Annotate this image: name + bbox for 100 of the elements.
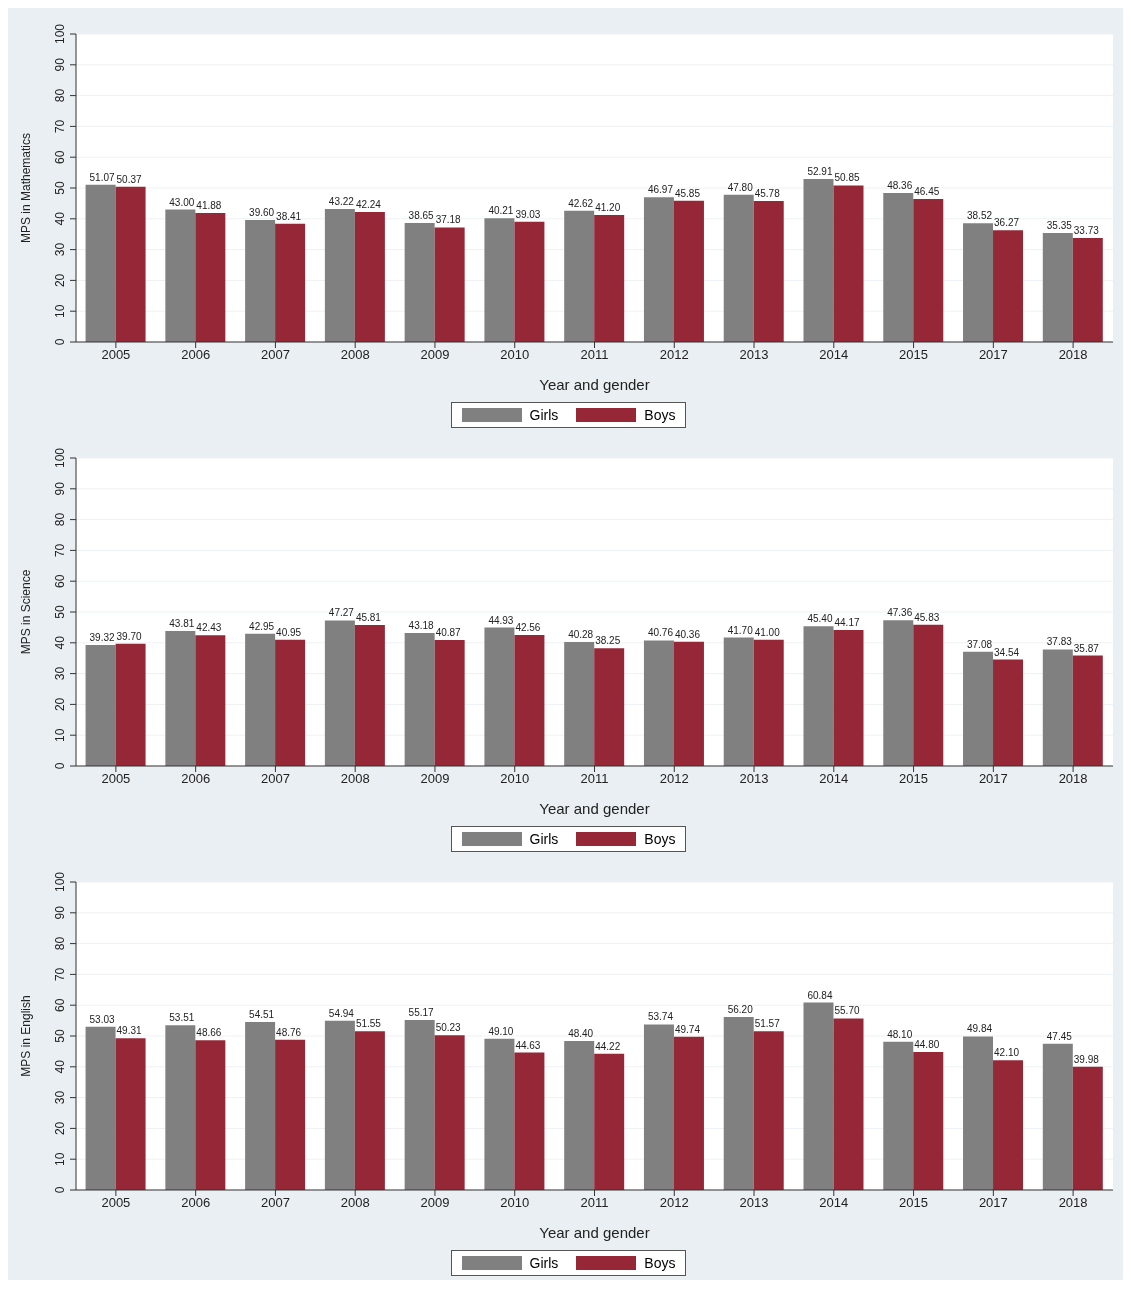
bar xyxy=(324,1020,355,1190)
x-tick-label: 2007 xyxy=(260,771,290,787)
bar xyxy=(883,1041,914,1190)
bar xyxy=(85,184,116,342)
y-tick-label: 20 xyxy=(53,273,67,288)
data-label: 43.18 xyxy=(408,620,435,632)
data-label: 44.63 xyxy=(515,1039,541,1051)
bar xyxy=(484,218,515,342)
data-label: 39.32 xyxy=(89,631,115,643)
data-label: 38.52 xyxy=(967,210,993,222)
data-label: 53.51 xyxy=(169,1012,195,1024)
bar xyxy=(963,223,994,342)
data-label: 39.03 xyxy=(515,208,541,220)
bar xyxy=(673,200,704,342)
bar xyxy=(85,1026,116,1190)
data-label: 49.84 xyxy=(967,1023,993,1035)
y-tick-label: 20 xyxy=(53,697,67,712)
bar xyxy=(594,215,625,342)
y-tick-label: 0 xyxy=(53,1186,67,1194)
bar xyxy=(514,221,545,342)
bar xyxy=(723,194,754,342)
data-label: 60.84 xyxy=(807,989,833,1001)
data-label: 39.70 xyxy=(116,630,143,642)
x-tick-label: 2007 xyxy=(260,347,290,363)
y-tick-label: 40 xyxy=(53,211,67,226)
y-tick-label: 10 xyxy=(53,1152,67,1166)
bar xyxy=(833,1018,864,1190)
x-tick-label: 2007 xyxy=(260,1195,290,1211)
legend-label: Boys xyxy=(644,1255,676,1271)
x-tick-label: 2014 xyxy=(819,1195,849,1211)
data-label: 47.36 xyxy=(887,607,913,619)
x-tick-label: 2010 xyxy=(500,771,530,787)
data-label: 48.40 xyxy=(568,1027,594,1039)
x-tick-label: 2008 xyxy=(340,1195,370,1211)
data-label: 45.83 xyxy=(914,611,940,623)
bar xyxy=(115,1038,146,1190)
data-label: 51.57 xyxy=(754,1018,781,1030)
x-tick-label: 2009 xyxy=(420,347,450,363)
y-tick-label: 50 xyxy=(53,605,67,619)
data-label: 39.60 xyxy=(249,207,275,219)
y-tick-label: 80 xyxy=(53,512,67,527)
bar xyxy=(1042,649,1073,766)
data-label: 44.22 xyxy=(595,1040,621,1052)
data-label: 38.25 xyxy=(595,635,621,647)
data-label: 35.87 xyxy=(1073,642,1100,654)
data-label: 49.74 xyxy=(674,1023,701,1035)
y-tick-label: 70 xyxy=(53,119,67,134)
data-label: 37.83 xyxy=(1046,636,1073,648)
x-tick-label: 2018 xyxy=(1058,347,1088,363)
x-tick-label: 2017 xyxy=(978,771,1008,787)
bar xyxy=(354,1031,385,1190)
bar xyxy=(803,1002,834,1190)
x-tick-label: 2006 xyxy=(181,771,211,787)
bar xyxy=(404,633,435,766)
y-tick-label: 0 xyxy=(53,338,67,346)
data-label: 38.41 xyxy=(276,210,302,222)
data-label: 41.20 xyxy=(595,202,621,214)
data-label: 56.20 xyxy=(727,1003,754,1015)
bar xyxy=(803,179,834,342)
y-tick-label: 100 xyxy=(53,447,67,469)
y-tick-label: 70 xyxy=(53,967,67,982)
y-tick-label: 60 xyxy=(53,574,67,588)
data-label: 50.37 xyxy=(116,173,143,185)
x-tick-label: 2012 xyxy=(659,771,689,787)
y-tick-label: 30 xyxy=(53,1090,67,1105)
bar xyxy=(324,208,355,342)
bar xyxy=(753,1031,784,1190)
data-label: 37.08 xyxy=(967,638,993,650)
bar xyxy=(833,629,864,766)
x-tick-label: 2018 xyxy=(1058,771,1088,787)
legend-label: Boys xyxy=(644,831,676,847)
data-label: 44.93 xyxy=(488,614,514,626)
y-axis-title: MPS in English xyxy=(19,995,34,1077)
x-tick-label: 2005 xyxy=(101,347,131,363)
data-label: 49.10 xyxy=(488,1025,514,1037)
x-axis-title: Year and gender xyxy=(539,376,650,393)
x-tick-label: 2009 xyxy=(420,1195,450,1211)
x-tick-label: 2012 xyxy=(659,1195,689,1211)
data-label: 51.55 xyxy=(355,1018,382,1030)
bar xyxy=(673,1036,704,1190)
bar xyxy=(404,1020,435,1190)
x-tick-label: 2006 xyxy=(181,1195,211,1211)
x-tick-label: 2005 xyxy=(101,1195,131,1211)
bar xyxy=(434,1035,465,1190)
x-tick-label: 2013 xyxy=(739,347,769,363)
bar xyxy=(643,640,674,766)
data-label: 43.22 xyxy=(328,195,355,207)
legend-label: Boys xyxy=(644,407,676,423)
data-label: 45.78 xyxy=(754,188,781,199)
bar xyxy=(115,643,146,766)
data-label: 53.03 xyxy=(89,1013,115,1025)
data-label: 48.10 xyxy=(887,1028,913,1040)
bar xyxy=(354,211,385,342)
bar xyxy=(514,1052,545,1190)
x-axis-title: Year and gender xyxy=(539,1224,650,1241)
x-tick-label: 2017 xyxy=(978,1195,1008,1211)
data-label: 54.94 xyxy=(328,1007,355,1019)
bar xyxy=(753,639,784,766)
bar xyxy=(833,185,864,342)
data-label: 41.00 xyxy=(754,626,781,638)
